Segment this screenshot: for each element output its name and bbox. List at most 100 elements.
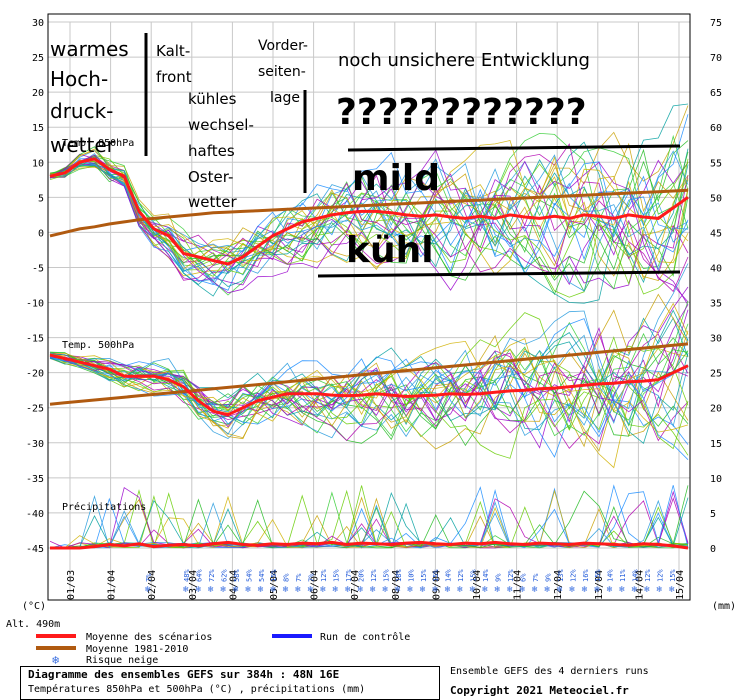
left-tick-label: -30 [26, 439, 44, 450]
x-tick-label: 08/04 [391, 570, 402, 600]
x-tick-label: 05/04 [269, 570, 280, 600]
x-tick-label: 01/04 [107, 570, 118, 600]
x-tick-label: 07/04 [350, 570, 361, 600]
snowflake-icon: ❄ [470, 585, 476, 595]
left-tick-label: 15 [32, 123, 44, 134]
left-axis-unit: (°C) [22, 601, 46, 612]
annotation-unsure: noch unsichere Entwicklung [338, 50, 590, 71]
snowflake-icon: ❄ [507, 585, 513, 595]
ensemble-member-t850 [49, 114, 689, 291]
x-tick-label: 09/04 [431, 570, 442, 600]
snow-risk-label: 14% [632, 569, 640, 582]
snow-risk-label: 18% [395, 569, 403, 582]
ensemble-member-t500 [49, 356, 689, 460]
snowflake-icon: ❄ [495, 585, 501, 595]
ensemble-member-t850 [49, 151, 689, 285]
ensemble-member-t500 [49, 302, 689, 419]
snowflake-icon: ❄ [245, 585, 251, 595]
snowflake-icon: ❄ [283, 585, 289, 595]
snowflake-icon: ❄ [644, 585, 650, 595]
legend-label-control: Run de contrôle [320, 631, 410, 643]
snow-risk-label: 15% [432, 569, 440, 582]
right-tick-label: 60 [710, 123, 722, 134]
snow-risk-label: 13% [557, 569, 565, 582]
right-tick-label: 5 [710, 509, 716, 520]
right-tick-label: 40 [710, 263, 722, 274]
snowflake-icon: ❄ [145, 585, 151, 595]
snowflake-icon: ❄ [607, 585, 613, 595]
x-tick-label: 01/03 [66, 570, 77, 600]
ensemble-member-t850 [49, 150, 689, 281]
snow-risk-label: 15% [333, 569, 341, 582]
ensemble-member-t500 [49, 350, 689, 449]
snowflake-icon: ❄ [482, 585, 488, 595]
right-tick-label: 35 [710, 299, 722, 310]
snow-risk-label: 7% [145, 573, 153, 582]
snowflake-icon: ❄ [382, 585, 388, 595]
x-tick-label: 13/04 [594, 570, 605, 600]
annotation-overlay: warmes Hoch- druck- wetter Kalt- front k… [50, 33, 681, 278]
right-tick-label: 65 [710, 88, 722, 99]
annotation-kuehl-2: wechsel- [188, 116, 254, 134]
snowflake-icon: ❄ [270, 585, 276, 595]
snowflake-icon: ❄ [333, 585, 339, 595]
snowflake-icon: ❄ [195, 585, 201, 595]
left-tick-label: 20 [32, 88, 44, 99]
annotation-vorder-3: lage [270, 90, 300, 106]
climate-line-t850 [49, 188, 689, 238]
snowflake-icon: ❄ [233, 585, 239, 595]
ensemble-member-t500 [49, 338, 689, 458]
x-tick-label: 04/04 [228, 570, 239, 600]
footer-copyright: Copyright 2021 Meteociel.fr [450, 684, 629, 697]
ensemble-member-t850 [49, 155, 689, 277]
ensemble-member-t500 [49, 357, 689, 430]
snow-risk-label: 14% [445, 569, 453, 582]
snow-risk-label: 15% [669, 569, 677, 582]
snow-risk-label: 72% [208, 569, 216, 582]
snow-risk-label: 7% [295, 573, 303, 582]
ensemble-member-t850 [49, 154, 689, 272]
snow-risk-label: 12% [370, 569, 378, 582]
snow-risk-label: 9% [544, 573, 552, 582]
x-tick-label: 15/04 [675, 570, 686, 600]
snowflake-icon: ❄ [320, 585, 326, 595]
ensemble-member-t850 [49, 150, 689, 272]
legend-label-snow: Risque neige [86, 655, 158, 665]
climate-line-t500 [49, 342, 689, 406]
footer-runs: Ensemble GEFS des 4 derniers runs [450, 666, 649, 677]
snowflake-icon: ❄ [594, 585, 600, 595]
annotation-mild: mild [352, 158, 440, 199]
x-tick-label: 10/04 [472, 570, 483, 600]
snow-risk-label: 12% [457, 569, 465, 582]
snow-risk-label: 54% [258, 569, 266, 582]
snow-risk-label: 20% [357, 569, 365, 582]
ensemble-member-t850 [49, 146, 689, 296]
snowflake-icon: ❄ [52, 653, 59, 665]
snow-risk-label: 15% [420, 569, 428, 582]
x-tick-label: 14/04 [634, 570, 645, 600]
x-tick-label: 03/04 [188, 570, 199, 600]
right-tick-label: 10 [710, 474, 722, 485]
ensemble-member-t850 [49, 154, 689, 298]
mean-line-precip [50, 540, 689, 550]
right-axis-unit: (mm) [712, 601, 736, 612]
left-tick-label: 5 [38, 193, 44, 204]
snowflake-icon: ❄ [432, 585, 438, 595]
right-tick-label: 25 [710, 369, 722, 380]
ensemble-member-t850 [49, 154, 689, 293]
annotation-warm-4: wetter [50, 133, 116, 157]
snow-risk-label: 6% [519, 573, 527, 582]
grid-layer [48, 21, 690, 600]
ensemble-member-t500 [49, 263, 689, 435]
legend-label-climate: Moyenne 1981-2010 [86, 644, 188, 655]
left-tick-label: 25 [32, 53, 44, 64]
right-tick-label: 50 [710, 193, 722, 204]
right-tick-label: 0 [710, 544, 716, 555]
mild-upper-line [347, 144, 681, 152]
left-tick-label: -45 [26, 544, 44, 555]
snow-risk-label: 15% [270, 569, 278, 582]
right-tick-label: 45 [710, 228, 722, 239]
snowflake-icon: ❄ [457, 585, 463, 595]
snowflake-icon: ❄ [582, 585, 588, 595]
